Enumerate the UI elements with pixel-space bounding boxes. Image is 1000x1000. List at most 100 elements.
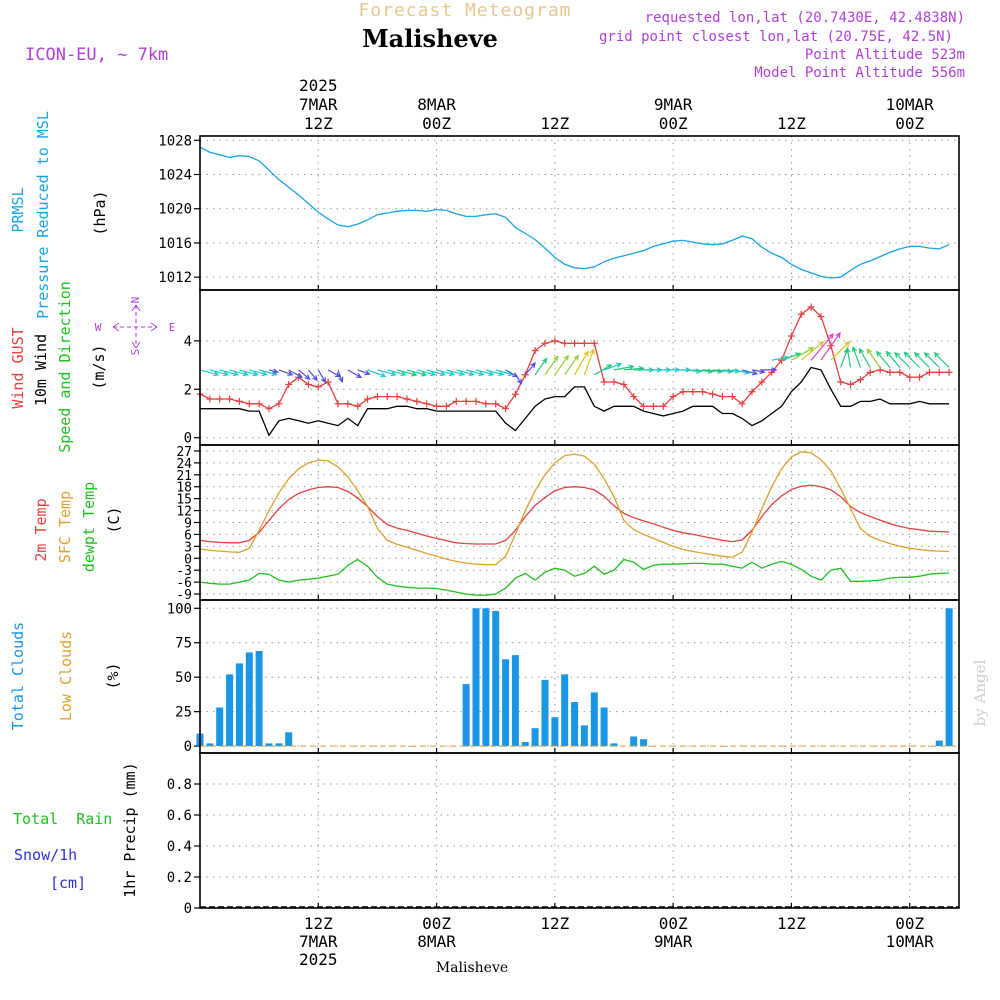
cloud-bar (561, 674, 569, 747)
gust-point (896, 368, 904, 376)
cloud-bar (640, 739, 648, 747)
bottom-time-label: 8MAR (417, 932, 456, 951)
cloud-bar (206, 743, 214, 747)
watermark: by Angel (971, 659, 989, 726)
wind-arrow (357, 369, 371, 376)
gust-point (245, 400, 253, 408)
gust-point (413, 397, 421, 405)
wind-arrow (761, 367, 778, 373)
gust-point (590, 339, 598, 347)
cloud-bar (235, 663, 243, 747)
gust-point (659, 402, 667, 410)
top-time-label: 00Z (659, 114, 688, 133)
series-line-10m-wind (200, 366, 950, 437)
wind-arrow (416, 369, 437, 377)
gust-point (699, 388, 707, 396)
panel-frame (199, 135, 960, 291)
gust-point (403, 395, 411, 403)
gust-point (847, 380, 855, 388)
gust-point (738, 400, 746, 408)
gust-point (265, 405, 273, 413)
gust-point (344, 400, 352, 408)
gust-point (600, 378, 608, 386)
gust-point (649, 402, 657, 410)
gust-point (334, 400, 342, 408)
top-time-label: 10MAR (886, 95, 935, 114)
gust-point (620, 380, 628, 388)
ytick-label: 1016 (158, 236, 192, 252)
gust-point (669, 393, 677, 401)
wind-arrow (858, 347, 871, 368)
gridpoint-coords: grid point closest lon,lat (20.75E, 42.5… (599, 29, 953, 45)
gust-point (492, 400, 500, 408)
wind-arrow (923, 351, 940, 368)
wind-arrow (840, 347, 849, 368)
ytick-label: 25 (175, 705, 192, 721)
ytick-label: 15 (176, 493, 192, 508)
gust-point (304, 380, 312, 388)
top-time-label: 00Z (895, 114, 924, 133)
gust-point (807, 303, 815, 311)
wind-panel: 0 2 4 (184, 289, 960, 447)
ytick-label: 0 (184, 552, 192, 567)
cloud-bar (531, 728, 539, 747)
wind-arrow (249, 369, 268, 377)
wind-arrow (239, 369, 259, 377)
gust-point (571, 339, 579, 347)
footer-location: Malisheve (436, 960, 508, 976)
wind-arrow (426, 369, 447, 377)
cloud-bar (482, 608, 490, 747)
clouds-panel: 0 25 50 75 100 (167, 599, 960, 755)
ytick-label: 1024 (158, 168, 192, 184)
gust-point (206, 395, 214, 403)
gust-point (728, 393, 736, 401)
gust-point (551, 337, 559, 345)
gust-point (442, 402, 450, 410)
cloud-bar (600, 707, 608, 747)
gust-point (275, 400, 283, 408)
total-clouds-label: Total Clouds (9, 622, 27, 730)
wind-arrow (894, 351, 911, 368)
location-title: Malisheve (362, 24, 498, 53)
gust-point (935, 368, 943, 376)
bottom-time-label: 7MAR (299, 932, 338, 951)
gust-point (679, 388, 687, 396)
wind-arrow (885, 350, 901, 368)
gust-point (482, 400, 490, 408)
gust-point (541, 339, 549, 347)
precip-unit-label: 1hr Precip (mm) (121, 762, 139, 897)
pressure-name-label: PRMSL (9, 187, 27, 232)
rose-w: W (95, 321, 102, 334)
bottom-time-label: 12Z (304, 914, 333, 933)
sfc-label: SFC Temp (56, 491, 74, 563)
gust-point (945, 368, 953, 376)
panel-frame (199, 752, 960, 909)
clouds-unit-label: (%) (104, 662, 122, 689)
gust-point (531, 347, 539, 355)
bottom-time-label: 9MAR (654, 932, 693, 951)
wind-arrow (593, 364, 613, 376)
ytick-label: 0.6 (167, 808, 192, 824)
gust-point (502, 405, 510, 413)
wind-arrow (845, 346, 852, 368)
gust-point (856, 376, 864, 384)
cloud-bar (462, 684, 470, 747)
wind-arrow (485, 369, 505, 377)
wind-arrow (199, 369, 220, 377)
model-label: ICON-EU, ~ 7km (25, 45, 168, 65)
gust-point (906, 373, 914, 381)
wind-arrow (367, 369, 387, 378)
ytick-label: 12 (176, 505, 192, 520)
cloud-bar (571, 702, 579, 747)
wind-arrow (307, 369, 318, 382)
ytick-label: 1012 (158, 270, 192, 286)
pressure-unit-label: (hPa) (91, 190, 109, 235)
wind-arrow (875, 350, 891, 368)
rain-label: Total Rain (13, 810, 112, 828)
cloud-bar (265, 743, 273, 747)
wind-arrow (741, 369, 759, 376)
wind-arrow (337, 369, 344, 383)
